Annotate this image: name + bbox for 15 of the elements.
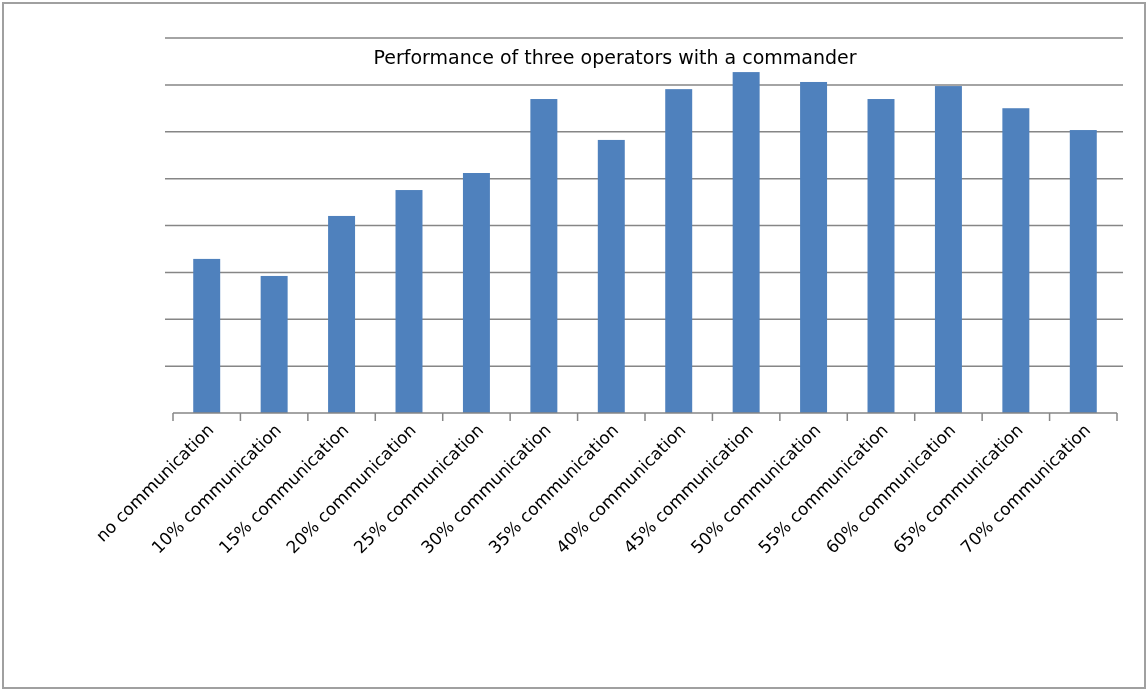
bar [328, 215, 356, 413]
bar [597, 139, 625, 413]
bar [462, 173, 490, 413]
bar [260, 275, 288, 413]
chart-title: Performance of three operators with a commander [373, 46, 857, 68]
bar [395, 190, 423, 413]
bar [934, 86, 962, 413]
bar [800, 81, 828, 413]
bar [867, 99, 895, 413]
bar [1002, 108, 1030, 413]
bar [665, 89, 693, 413]
bar [732, 72, 760, 413]
bar [193, 258, 221, 413]
bar [530, 99, 558, 413]
bar [1069, 130, 1097, 413]
